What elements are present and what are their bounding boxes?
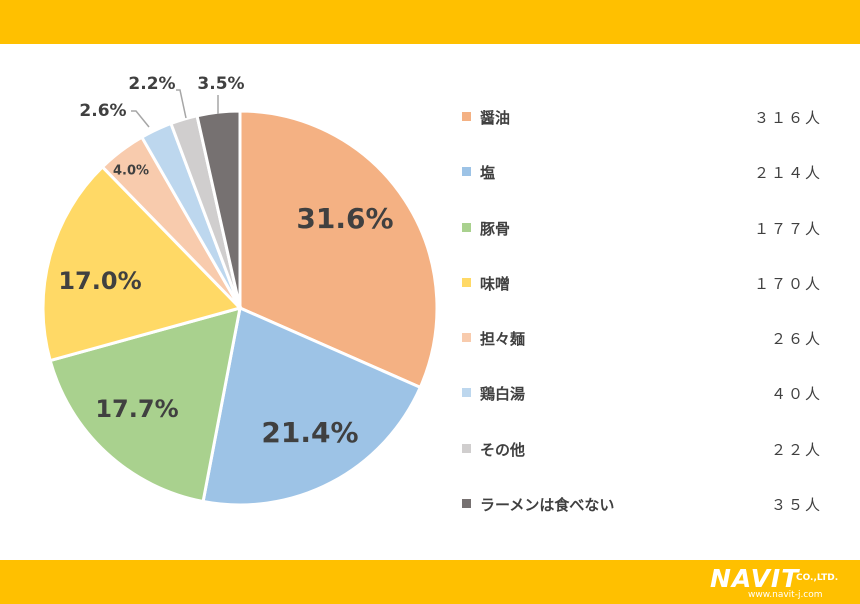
legend-count: ２６人 [770,330,822,349]
legend-label: 味噌 [480,274,511,293]
legend-count: ２２人 [770,440,822,459]
legend-swatch [462,277,471,287]
legend-item: 担々麺 ２６人 [462,313,822,368]
legend-label: 塩 [480,164,496,183]
pie-slice-3 [48,305,242,504]
legend-label: 担々麺 [480,330,526,349]
legend-label: 醤油 [480,109,511,127]
logo-suffix-text: CO.,LTD. [796,573,839,583]
pie-label-7: 2.2% [128,74,175,94]
legend-item: その他 ２２人 [462,424,822,479]
legend-item: 塩 ２１４人 [462,147,822,202]
pie-slice-2 [201,305,423,507]
legend-count: １７７人 [753,219,822,238]
legend-swatch [462,112,471,121]
pie-chart: 31.6% 21.4% 17.7% 17.0% 4.0% 2.6%2.2% 3.5% [41,74,439,507]
logo-url-text: www.navit-j.com [748,590,823,600]
legend-item: 醤油 ３１６人 [462,92,822,147]
legend-swatch [462,499,471,509]
pie-label-3: 17.7% [95,395,178,423]
legend-label: 鶏白湯 [480,385,526,404]
legend: 醤油 ３１６人塩 ２１４人豚骨 １７７人味噌 １７０人担々麺 ２６人鶏白湯 ４０人その他 ２２… [462,92,822,534]
legend-label: その他 [480,440,526,459]
pie-label-2: 21.4% [261,416,358,449]
legend-item: 鶏白湯 ４０人 [462,368,822,423]
leader-line-6 [131,110,150,128]
legend-label: ラーメンは食べない [480,496,615,515]
legend-count: ４０人 [770,385,822,404]
legend-swatch [462,167,471,177]
pie-label-1: 31.6% [296,202,393,235]
pie-label-4: 17.0% [58,267,141,295]
bottom-banner [0,560,860,604]
legend-count: ３１６人 [753,109,822,127]
legend-item: ラーメンは食べない ３５人 [462,479,822,534]
legend-swatch [462,222,471,232]
pie-label-8: 3.5% [197,74,244,94]
pie-label-5: 4.0% [113,164,149,179]
navit-logo: NAVIT CO.,LTD. www.navit-j.com [708,564,854,600]
pie-slice-1 [238,109,439,390]
legend-item: 味噌 １７０人 [462,258,822,313]
legend-swatch [462,388,471,398]
legend-count: ３５人 [770,496,822,515]
pie-label-6: 2.6% [79,101,126,121]
legend-swatch [462,333,471,343]
legend-item: 豚骨 １７７人 [462,203,822,258]
pie-slice-4 [41,164,243,363]
legend-swatch [462,443,471,453]
logo-main-text: NAVIT [710,564,800,593]
legend-label: 豚骨 [480,219,511,238]
legend-count: ２１４人 [753,164,822,183]
legend-count: １７０人 [753,274,822,293]
top-banner [0,0,860,44]
leader-line-7 [176,89,187,119]
